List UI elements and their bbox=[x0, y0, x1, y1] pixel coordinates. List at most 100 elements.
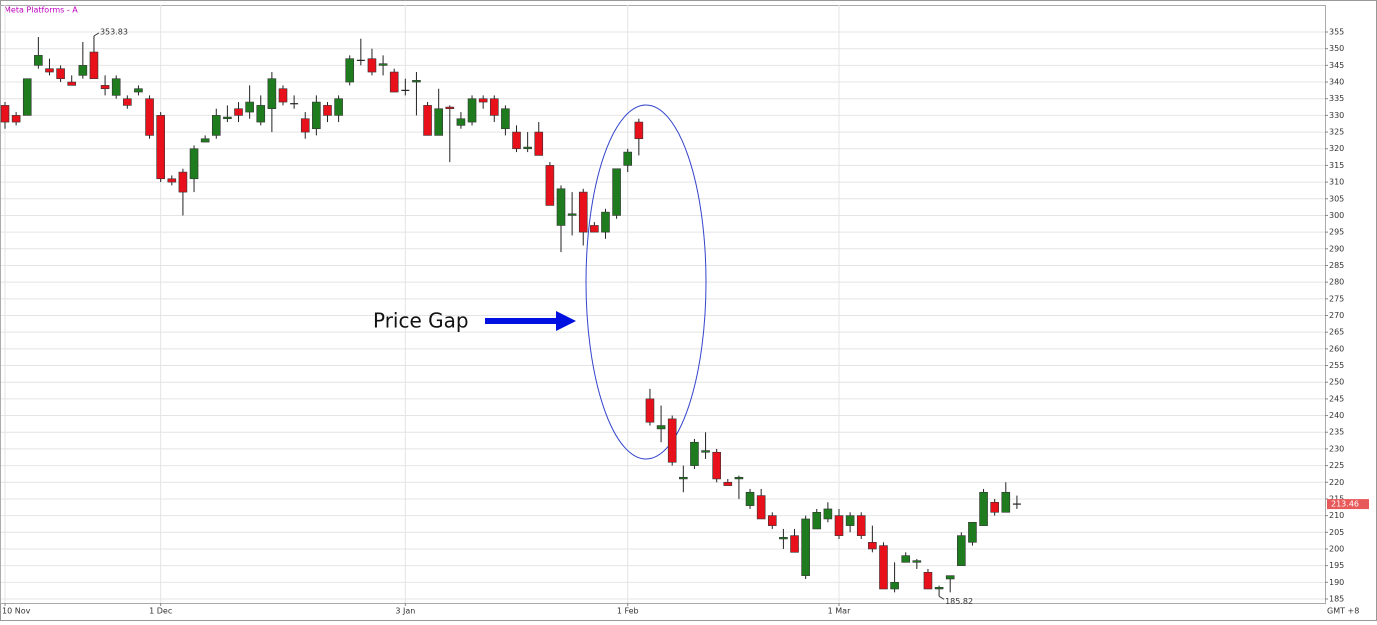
y-tick-label: 275 bbox=[1329, 294, 1344, 303]
y-tick-label: 340 bbox=[1329, 78, 1344, 87]
y-tick-label: 255 bbox=[1329, 361, 1344, 370]
candle-body bbox=[467, 98, 477, 123]
timezone-label: GMT +8 bbox=[1327, 607, 1359, 616]
y-tick-label: 190 bbox=[1329, 578, 1344, 587]
y-tick-label: 355 bbox=[1329, 28, 1344, 37]
candle-body bbox=[545, 165, 555, 206]
candle-body bbox=[434, 108, 443, 136]
y-tick-label: 285 bbox=[1329, 261, 1344, 270]
candle-body bbox=[934, 587, 944, 590]
last-price-box bbox=[1327, 499, 1369, 510]
candle-body bbox=[100, 85, 110, 90]
candle-body bbox=[856, 515, 866, 536]
candle-body bbox=[78, 65, 88, 76]
y-tick-label: 215 bbox=[1329, 494, 1344, 503]
candle-body bbox=[267, 78, 277, 110]
y-tick-label: 185 bbox=[1329, 594, 1344, 603]
y-tick-label: 240 bbox=[1329, 411, 1344, 420]
candle-body bbox=[22, 78, 32, 116]
candle-body bbox=[189, 148, 199, 180]
low-label: 185.82 bbox=[945, 597, 973, 606]
x-tick-label: 1 Dec bbox=[149, 607, 172, 616]
candle-body bbox=[1001, 491, 1011, 513]
candle-body bbox=[945, 575, 955, 580]
candle-body bbox=[167, 178, 177, 183]
plot-area bbox=[0, 5, 1326, 604]
candle-body bbox=[734, 476, 744, 480]
candle-body bbox=[923, 572, 933, 590]
candle-body bbox=[200, 138, 210, 143]
candle-body bbox=[145, 98, 154, 136]
y-tick-label: 335 bbox=[1329, 94, 1344, 103]
candle-body bbox=[879, 545, 888, 590]
candle-body bbox=[790, 535, 799, 553]
x-tick-label: 1 Mar bbox=[828, 607, 851, 616]
annotation: Price Gap bbox=[373, 309, 469, 333]
y-tick-label: 200 bbox=[1329, 544, 1344, 553]
candle-body bbox=[812, 511, 822, 530]
candle-body bbox=[178, 171, 188, 193]
candle-body bbox=[312, 101, 321, 130]
candle-body bbox=[623, 151, 633, 166]
candle-body bbox=[534, 131, 544, 156]
candle-body bbox=[968, 521, 977, 543]
y-tick-label: 205 bbox=[1329, 528, 1344, 537]
candle-body bbox=[156, 115, 165, 180]
low-leader bbox=[938, 595, 945, 600]
candle-body bbox=[111, 78, 121, 96]
candle-body bbox=[478, 98, 488, 103]
gap-ellipse bbox=[585, 104, 707, 460]
y-tick-label: 325 bbox=[1329, 128, 1344, 137]
y-tick-label: 260 bbox=[1329, 344, 1344, 353]
candle-body bbox=[456, 118, 466, 126]
candle-body bbox=[578, 191, 588, 233]
x-tick-label: 3 Jan bbox=[395, 607, 415, 616]
last-price-label: 213.46 bbox=[1331, 500, 1359, 509]
candle-body bbox=[779, 536, 788, 540]
y-tick-label: 250 bbox=[1329, 378, 1344, 387]
candle-body bbox=[890, 582, 899, 590]
candle-body bbox=[690, 441, 699, 466]
y-tick-label: 320 bbox=[1329, 144, 1344, 153]
x-tick-label: 1 Feb bbox=[617, 607, 639, 616]
candle-body bbox=[901, 555, 911, 563]
candle-body bbox=[0, 105, 10, 123]
candle-body bbox=[667, 418, 677, 463]
candle-body bbox=[334, 98, 343, 116]
candle-body bbox=[11, 115, 21, 123]
candle-body bbox=[712, 451, 721, 480]
candle-body bbox=[834, 515, 844, 536]
y-tick-label: 345 bbox=[1329, 61, 1344, 70]
candle-body bbox=[300, 118, 310, 133]
candle-body bbox=[378, 63, 388, 66]
arrow-head bbox=[556, 311, 576, 331]
candle-body bbox=[590, 225, 599, 233]
y-tick-label: 310 bbox=[1329, 178, 1344, 187]
x-tick-label: 10 Nov bbox=[2, 607, 31, 616]
candle-body bbox=[556, 188, 566, 226]
candle-body bbox=[123, 98, 132, 106]
candle-body bbox=[645, 398, 655, 423]
candle-body bbox=[211, 115, 221, 136]
candle-body bbox=[868, 541, 877, 550]
y-tick-label: 295 bbox=[1329, 228, 1344, 237]
candle-body bbox=[745, 491, 755, 506]
candle-body bbox=[656, 425, 666, 430]
candle-body bbox=[234, 108, 243, 116]
candle-body bbox=[278, 88, 288, 103]
candle-body bbox=[634, 121, 644, 140]
candle-body bbox=[345, 58, 355, 83]
candle-body bbox=[223, 116, 232, 120]
candle-body bbox=[67, 81, 77, 86]
candle-body bbox=[723, 481, 733, 486]
y-tick-label: 280 bbox=[1329, 278, 1344, 287]
candle-body bbox=[679, 476, 688, 480]
candle-body bbox=[523, 146, 532, 150]
candle-body bbox=[245, 101, 254, 113]
candle-body bbox=[256, 105, 266, 123]
y-tick-label: 235 bbox=[1329, 428, 1344, 437]
candle-body bbox=[323, 105, 332, 116]
candle-body bbox=[56, 68, 65, 80]
y-tick-label: 300 bbox=[1329, 211, 1344, 220]
